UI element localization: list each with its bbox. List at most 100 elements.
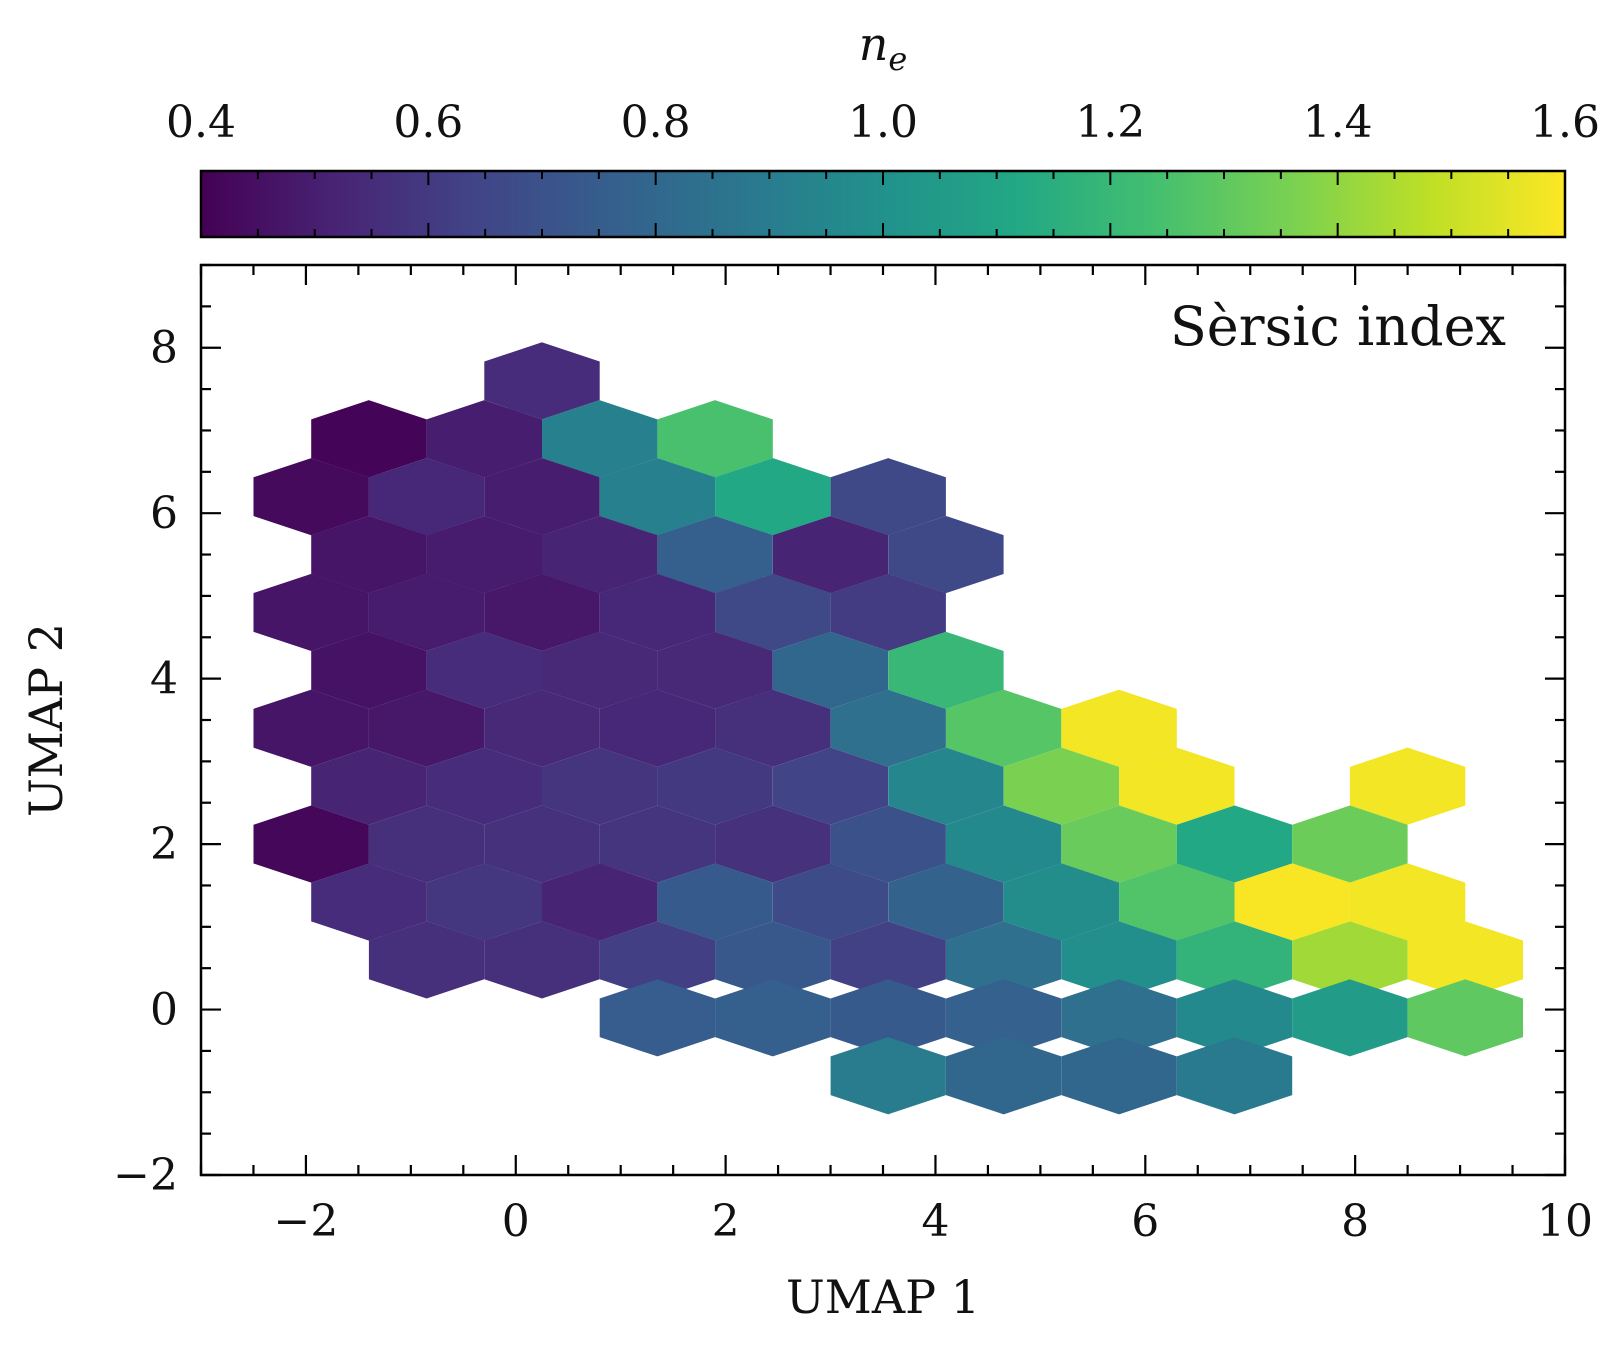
hex-cell: [946, 1037, 1062, 1115]
colorbar-tick-label: 1.6: [1530, 97, 1600, 148]
hex-cell: [253, 573, 369, 652]
colorbar-tick-label: 1.4: [1303, 97, 1373, 148]
hex-cell: [1176, 805, 1293, 883]
hex-cell: [888, 631, 1004, 709]
hex-cell: [946, 805, 1062, 883]
hex-cell: [657, 400, 773, 478]
hex-cell: [715, 979, 831, 1057]
hex-cell: [542, 400, 658, 478]
x-tick-label: 2: [712, 1196, 740, 1247]
y-axis-title: UMAP 2: [19, 623, 73, 817]
hex-cell: [772, 515, 889, 594]
hex-cell: [426, 863, 542, 941]
y-tick-label: 6: [150, 488, 178, 539]
hex-cell: [368, 689, 485, 767]
x-tick-label: 6: [1131, 1196, 1159, 1247]
hex-cell: [1061, 689, 1177, 767]
hex-cell: [542, 515, 658, 594]
hex-cell: [772, 631, 889, 709]
hex-cell: [1003, 747, 1120, 825]
hex-cell: [657, 631, 773, 709]
hex-cell: [1176, 1037, 1293, 1115]
hexbin-cells: [253, 342, 1523, 1115]
hex-cell: [1061, 805, 1177, 883]
hex-cell: [888, 863, 1004, 941]
hex-cell: [888, 515, 1004, 594]
hex-cell: [830, 805, 946, 883]
hex-cell: [657, 747, 773, 825]
hex-cell: [715, 689, 831, 767]
hex-cell: [599, 458, 716, 536]
colorbar-ticks: 0.4 0.6 0.8 1.0 1.2 1.4 1.6: [166, 97, 1600, 237]
hex-cell: [830, 458, 946, 536]
hex-cell: [311, 631, 427, 709]
hex-cell: [253, 689, 369, 767]
hex-cell: [830, 1037, 946, 1115]
hex-cell: [657, 863, 773, 941]
hex-cell: [715, 573, 831, 652]
hex-cell: [368, 573, 485, 652]
y-tick-label: 2: [150, 819, 178, 870]
hex-cell: [368, 458, 485, 536]
hex-cell: [426, 400, 542, 478]
hex-cell: [888, 747, 1004, 825]
plot-annotation: Sèrsic index: [1170, 295, 1506, 358]
colorbar-tick-label: 1.2: [1075, 97, 1145, 148]
hex-cell: [1349, 747, 1466, 825]
hex-cell: [1003, 863, 1120, 941]
hex-cell: [1407, 979, 1523, 1057]
colorbar-title-sub: e: [888, 40, 907, 78]
hex-cell: [311, 400, 427, 478]
hex-cell: [426, 515, 542, 594]
x-tick-label: 8: [1341, 1196, 1369, 1247]
hex-cell: [484, 805, 600, 883]
hex-cell: [715, 458, 831, 536]
hex-cell: [484, 573, 600, 652]
colorbar: ne 0.4 0.6 0.8 1.0 1.2 1.4 1.6: [166, 17, 1600, 239]
colorbar-tick-label: 1.0: [848, 97, 918, 148]
y-tick-label: 8: [150, 323, 178, 374]
hex-cell: [1119, 747, 1235, 825]
y-tick-label: 4: [150, 654, 178, 705]
colorbar-tick-label: 0.6: [393, 97, 463, 148]
hex-cell: [484, 458, 600, 536]
hex-cell: [484, 342, 600, 420]
hex-cell: [368, 805, 485, 883]
x-tick-label: 10: [1537, 1196, 1593, 1247]
hex-cell: [946, 689, 1062, 767]
hex-cell: [1292, 979, 1408, 1057]
hex-cell: [599, 805, 716, 883]
hex-cell: [772, 747, 889, 825]
x-tick-label: −2: [273, 1196, 338, 1247]
hex-cell: [1119, 863, 1235, 941]
hex-cell: [542, 747, 658, 825]
hex-cell: [772, 863, 889, 941]
colorbar-tick-label: 0.4: [166, 97, 236, 148]
hex-cell: [484, 689, 600, 767]
hex-cell: [311, 863, 427, 941]
colorbar-title-base: n: [859, 17, 889, 71]
hex-cell: [599, 979, 716, 1057]
hex-cell: [1349, 863, 1466, 941]
hex-cell: [599, 573, 716, 652]
hex-cell: [368, 921, 485, 999]
y-tick-label: −2: [113, 1150, 178, 1201]
hex-cell: [426, 747, 542, 825]
hex-cell: [542, 631, 658, 709]
colorbar-title: ne: [859, 17, 908, 78]
x-axis-title: UMAP 1: [786, 1270, 980, 1324]
colorbar-tick-label: 0.8: [621, 97, 691, 148]
x-tick-label: 0: [502, 1196, 530, 1247]
x-tick-label: 4: [921, 1196, 949, 1247]
hex-cell: [599, 689, 716, 767]
hex-cell: [542, 863, 658, 941]
hex-cell: [484, 921, 600, 999]
hex-cell: [253, 805, 369, 883]
hex-cell: [830, 689, 946, 767]
axis-ticks: −2 0 2 4 6 8 10 −2 0 2 4 6 8: [113, 263, 1593, 1247]
hex-cell: [1292, 805, 1408, 883]
hex-cell: [1061, 1037, 1177, 1115]
hex-cell: [253, 458, 369, 536]
hex-cell: [715, 805, 831, 883]
